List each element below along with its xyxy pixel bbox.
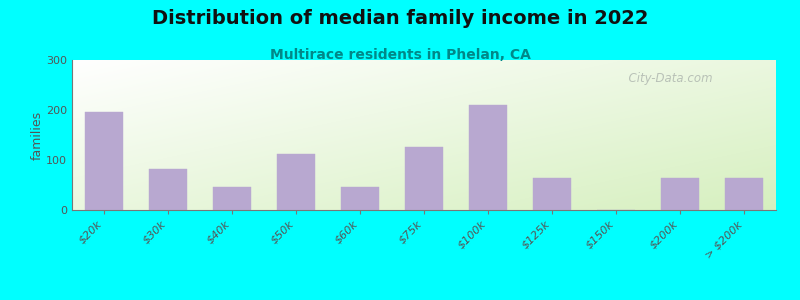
Bar — [213, 187, 251, 210]
Bar — [533, 178, 571, 210]
Bar — [341, 187, 379, 210]
Bar — [661, 178, 699, 210]
Bar — [85, 112, 123, 210]
Bar — [725, 178, 763, 210]
Bar — [149, 169, 187, 210]
Bar — [277, 154, 315, 210]
Text: Multirace residents in Phelan, CA: Multirace residents in Phelan, CA — [270, 48, 530, 62]
Bar — [469, 105, 507, 210]
Bar — [405, 146, 443, 210]
Text: Distribution of median family income in 2022: Distribution of median family income in … — [152, 9, 648, 28]
Y-axis label: families: families — [30, 110, 43, 160]
Text: City-Data.com: City-Data.com — [621, 72, 713, 85]
